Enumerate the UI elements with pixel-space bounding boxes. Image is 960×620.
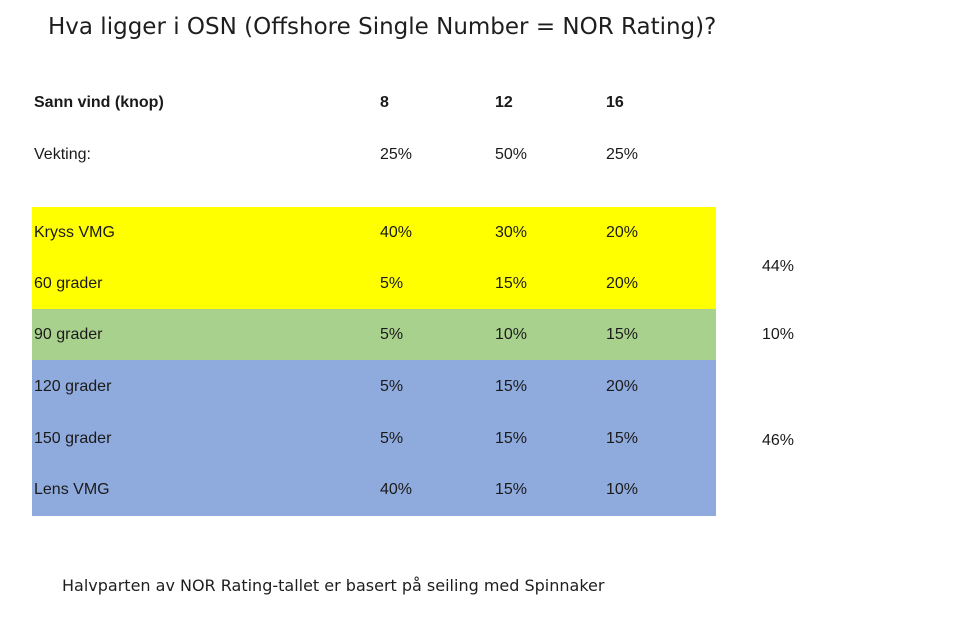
row-value: 20%: [606, 275, 639, 292]
downwind-total: 46%: [762, 432, 795, 449]
weighting-value: 25%: [606, 146, 639, 163]
row-value: 15%: [495, 275, 528, 292]
upwind-band: [32, 207, 716, 309]
reach-total: 10%: [762, 326, 795, 343]
row-label: 90 grader: [34, 326, 103, 343]
row-value: 40%: [380, 224, 413, 241]
row-value: 5%: [380, 378, 404, 395]
row-label: 120 grader: [34, 378, 112, 395]
reach-band: [32, 309, 716, 360]
row-label: Kryss VMG: [34, 224, 115, 241]
table-row: 60 grader 5% 15% 20%: [0, 271, 960, 297]
wind-speed-8: 8: [380, 94, 389, 111]
downwind-band: [32, 360, 716, 516]
footnote: Halvparten av NOR Rating-tallet er baser…: [62, 576, 605, 595]
row-value: 15%: [606, 430, 639, 447]
row-value: 15%: [495, 481, 528, 498]
weighting-row: Vekting: 25% 50% 25%: [0, 142, 960, 168]
table-row: 150 grader 5% 15% 15%: [0, 426, 960, 452]
row-value: 20%: [606, 378, 639, 395]
weighting-value: 25%: [380, 146, 413, 163]
header-row: Sann vind (knop) 8 12 16: [0, 90, 960, 116]
table-row: Lens VMG 40% 15% 10%: [0, 477, 960, 503]
row-label: Lens VMG: [34, 481, 110, 498]
upwind-total: 44%: [762, 258, 795, 275]
row-value: 30%: [495, 224, 528, 241]
wind-speed-16: 16: [606, 94, 624, 111]
row-value: 15%: [606, 326, 639, 343]
row-value: 5%: [380, 326, 404, 343]
table-row: 120 grader 5% 15% 20%: [0, 374, 960, 400]
wind-speed-12: 12: [495, 94, 513, 111]
row-value: 10%: [606, 481, 639, 498]
table-row: 90 grader 5% 10% 15%: [0, 322, 960, 348]
weighting-label: Vekting:: [34, 146, 91, 163]
row-value: 5%: [380, 275, 404, 292]
row-value: 15%: [495, 378, 528, 395]
row-value: 20%: [606, 224, 639, 241]
row-value: 5%: [380, 430, 404, 447]
row-value: 40%: [380, 481, 413, 498]
row-label: 150 grader: [34, 430, 112, 447]
wind-label: Sann vind (knop): [34, 94, 164, 111]
page-title: Hva ligger i OSN (Offshore Single Number…: [48, 14, 717, 40]
row-value: 10%: [495, 326, 528, 343]
row-label: 60 grader: [34, 275, 103, 292]
table-row: Kryss VMG 40% 30% 20%: [0, 220, 960, 246]
row-value: 15%: [495, 430, 528, 447]
weighting-value: 50%: [495, 146, 528, 163]
